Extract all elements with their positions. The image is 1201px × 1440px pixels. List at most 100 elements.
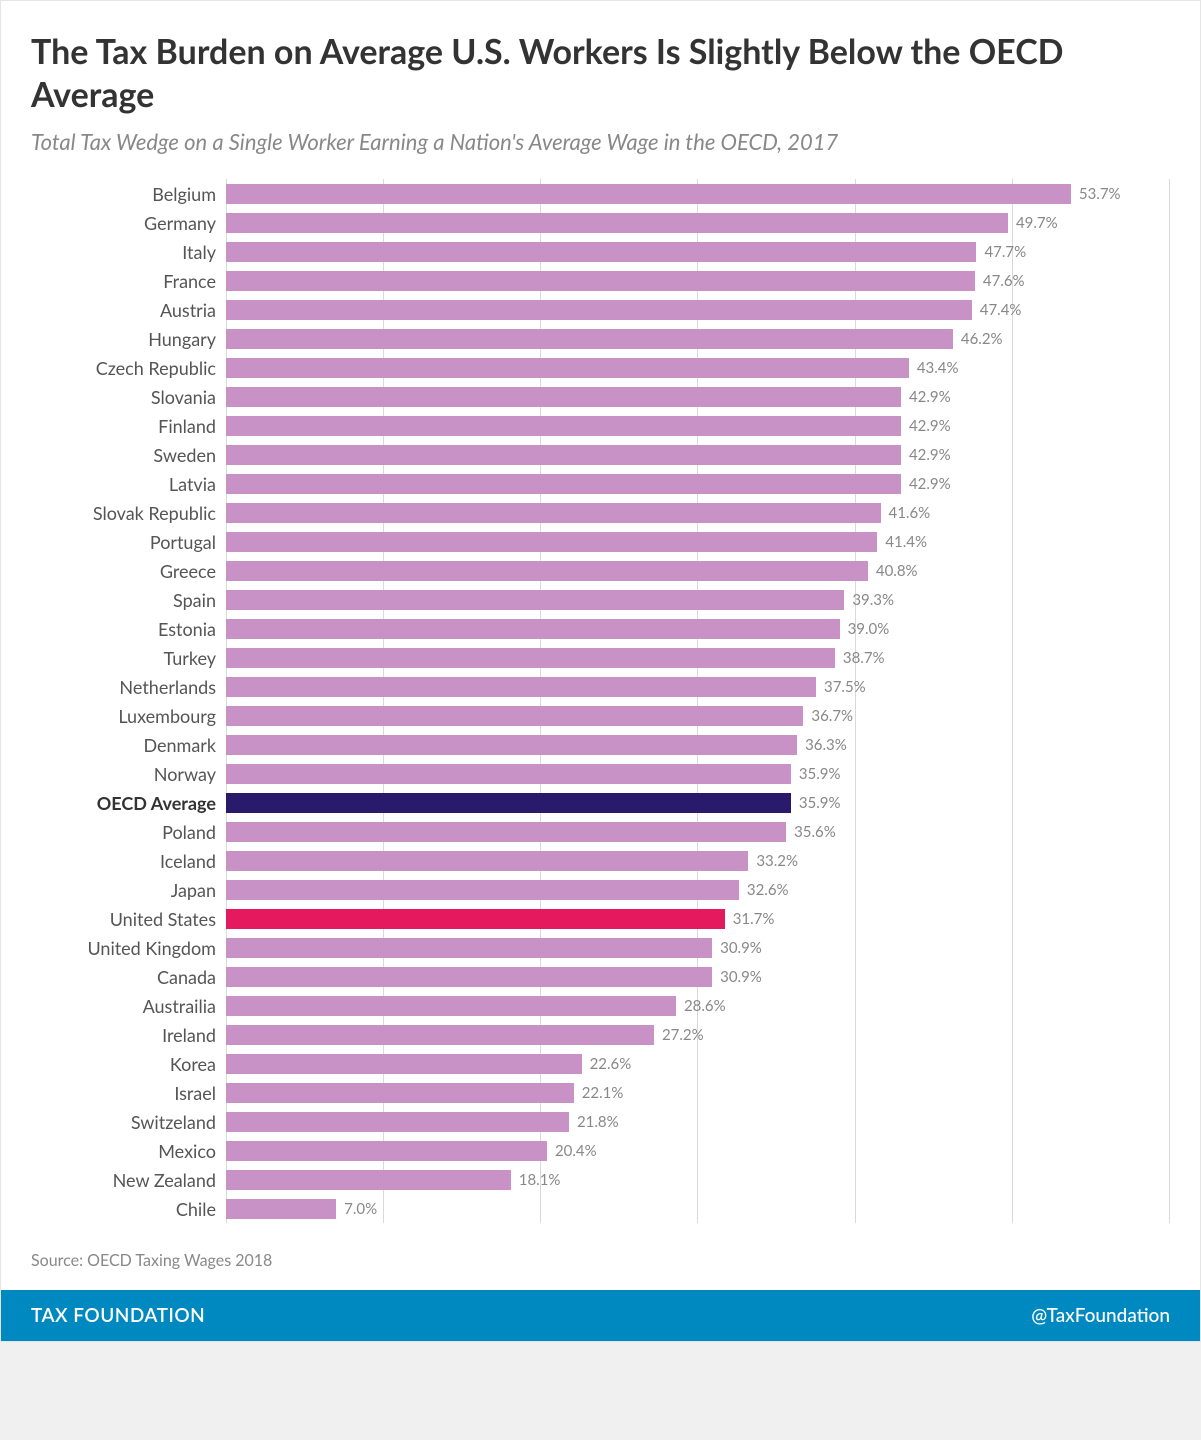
bar (226, 445, 901, 465)
bar-row: 7.0% (226, 1194, 1170, 1223)
y-axis-label: United Kingdom (31, 933, 226, 962)
footer-bar: TAX FOUNDATION @TaxFoundation (1, 1290, 1200, 1341)
value-label: 42.9% (909, 446, 951, 464)
bar-row: 53.7% (226, 179, 1170, 208)
value-label: 43.4% (917, 359, 959, 377)
y-axis-label: Finland (31, 411, 226, 440)
bar-row: 21.8% (226, 1107, 1170, 1136)
bar (226, 938, 712, 958)
bar-row: 22.1% (226, 1078, 1170, 1107)
y-axis-label: Turkey (31, 643, 226, 672)
value-label: 42.9% (909, 475, 951, 493)
value-label: 36.3% (805, 736, 847, 754)
y-axis-label: Israel (31, 1078, 226, 1107)
value-label: 33.2% (756, 852, 798, 870)
bar (226, 503, 881, 523)
bar (226, 677, 816, 697)
bar-row: 20.4% (226, 1136, 1170, 1165)
bar (226, 764, 791, 784)
value-label: 30.9% (720, 968, 762, 986)
bar-row: 43.4% (226, 353, 1170, 382)
bar (226, 880, 739, 900)
y-axis-label: Denmark (31, 730, 226, 759)
value-label: 30.9% (720, 939, 762, 957)
bar (226, 271, 975, 291)
y-axis-label: New Zealand (31, 1165, 226, 1194)
bar (226, 416, 901, 436)
plot-area: 53.7% 49.7% 47.7% 47.6% 47.4% 46.2%43.4% 42.9%… (226, 179, 1170, 1223)
bar-row: 47.6% (226, 266, 1170, 295)
value-label: 21.8% (577, 1113, 619, 1131)
value-label: 22.6% (590, 1055, 632, 1073)
value-label: 22.1% (582, 1084, 624, 1102)
bar (226, 590, 844, 610)
y-axis-label: Korea (31, 1049, 226, 1078)
bar-row: 32.6% (226, 875, 1170, 904)
y-axis-label: Austrailia (31, 991, 226, 1020)
bar-row: 28.6% (226, 991, 1170, 1020)
footer-brand: TAX FOUNDATION (31, 1304, 205, 1327)
y-axis-label: Netherlands (31, 672, 226, 701)
value-label: 35.9% (799, 765, 841, 783)
y-axis-label: Germany (31, 208, 226, 237)
bar-row: 42.9% (226, 382, 1170, 411)
y-axis-label: Estonia (31, 614, 226, 643)
value-label: 28.6% (684, 997, 726, 1015)
y-axis-label: United States (31, 904, 226, 933)
bar-row: 31.7% (226, 904, 1170, 933)
bar-row: 35.9% (226, 788, 1170, 817)
bar-row: 41.4% (226, 527, 1170, 556)
bar-row: 18.1% (226, 1165, 1170, 1194)
chart-card: The Tax Burden on Average U.S. Workers I… (0, 0, 1201, 1342)
y-axis-label: Latvia (31, 469, 226, 498)
value-label: 47.6% (983, 272, 1025, 290)
bar (226, 387, 901, 407)
value-label: 37.5% (824, 678, 866, 696)
value-label: 47.4% (980, 301, 1022, 319)
y-axis-label: Belgium (31, 179, 226, 208)
bar (226, 213, 1008, 233)
value-label: 27.2% (662, 1026, 704, 1044)
footer-handle: @TaxFoundation (1031, 1304, 1170, 1327)
value-label: 47.7% (984, 243, 1026, 261)
bar-row: 36.7% (226, 701, 1170, 730)
y-axis-label: Hungary (31, 324, 226, 353)
bar (226, 1112, 569, 1132)
bar-row: 33.2% (226, 846, 1170, 875)
value-label: 53.7% (1079, 185, 1121, 203)
bar-row: 42.9% (226, 440, 1170, 469)
bar (226, 1083, 574, 1103)
bar-row: 42.9% (226, 411, 1170, 440)
bar (226, 648, 835, 668)
bar-row: 35.9% (226, 759, 1170, 788)
y-axis-label: Ireland (31, 1020, 226, 1049)
bar-row: 41.6% (226, 498, 1170, 527)
value-label: 35.6% (794, 823, 836, 841)
y-axis-label: Iceland (31, 846, 226, 875)
y-axis-label: Norway (31, 759, 226, 788)
bar (226, 358, 909, 378)
bar (226, 793, 791, 813)
value-label: 20.4% (555, 1142, 597, 1160)
y-axis-label: Slovania (31, 382, 226, 411)
y-axis-label: Canada (31, 962, 226, 991)
value-label: 42.9% (909, 417, 951, 435)
bar (226, 909, 725, 929)
bar (226, 1170, 511, 1190)
bar (226, 619, 840, 639)
y-axis-label: Slovak Republic (31, 498, 226, 527)
bar-row: 49.7% (226, 208, 1170, 237)
bars-container: 53.7% 49.7% 47.7% 47.6% 47.4% 46.2%43.4% 42.9%… (226, 179, 1170, 1223)
bar (226, 1054, 582, 1074)
bar (226, 184, 1071, 204)
value-label: 46.2% (961, 330, 1003, 348)
bar (226, 300, 972, 320)
bar-row: 47.7% (226, 237, 1170, 266)
bar-row: 46.2% (226, 324, 1170, 353)
y-axis-label: Chile (31, 1194, 226, 1223)
bar (226, 532, 877, 552)
bar-row: 37.5% (226, 672, 1170, 701)
y-axis-label: Greece (31, 556, 226, 585)
bar-row: 22.6% (226, 1049, 1170, 1078)
bar (226, 242, 976, 262)
